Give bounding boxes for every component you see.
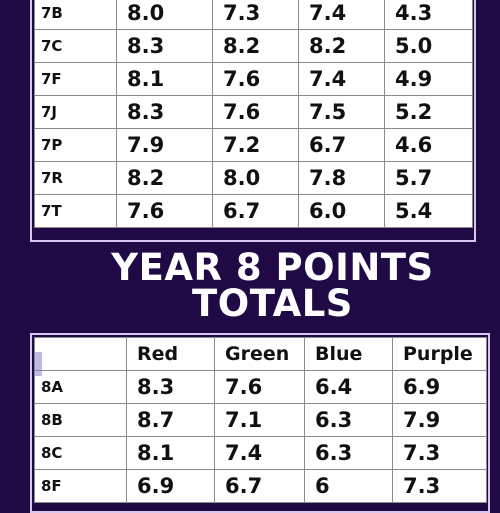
purple-score-cell: 4.9 (384, 62, 473, 96)
selection-marker (34, 352, 42, 376)
red-column-header: Red (126, 337, 215, 371)
green-score-cell: 6.7 (212, 194, 299, 228)
purple-score-cell: 5.4 (384, 194, 473, 228)
purple-score-cell: 5.2 (384, 95, 473, 129)
purple-score-cell: 7.3 (392, 469, 487, 503)
green-score-cell: 8.0 (212, 161, 299, 195)
purple-score-cell: 6.9 (392, 370, 487, 404)
green-score-cell: 7.4 (214, 436, 305, 470)
class-column-header (34, 337, 127, 371)
table-row: 7T 7.6 6.7 6.0 5.4 (34, 194, 473, 228)
green-score-cell: 7.1 (214, 403, 305, 437)
green-score-cell: 8.2 (212, 29, 299, 63)
class-cell: 7B (34, 0, 117, 30)
table-row: 7C 8.3 8.2 8.2 5.0 (34, 29, 473, 63)
red-score-cell: 7.9 (116, 128, 213, 162)
class-cell: 7J (34, 95, 117, 129)
class-cell: 8A (34, 370, 127, 404)
class-cell: 8B (34, 403, 127, 437)
red-score-cell: 8.1 (116, 62, 213, 96)
class-cell: 7C (34, 29, 117, 63)
table-row: 8C 8.1 7.4 6.3 7.3 (34, 436, 487, 470)
red-score-cell: 8.3 (116, 95, 213, 129)
class-cell: 7R (34, 161, 117, 195)
green-score-cell: 7.2 (212, 128, 299, 162)
table-row: 7J 8.3 7.6 7.5 5.2 (34, 95, 473, 129)
blue-score-cell: 6.0 (298, 194, 385, 228)
green-score-cell: 7.6 (212, 62, 299, 96)
red-score-cell: 6.9 (126, 469, 215, 503)
heading-line-2: TOTALS (192, 282, 353, 325)
red-score-cell: 7.6 (116, 194, 213, 228)
blue-score-cell: 6.3 (304, 436, 393, 470)
red-score-cell: 8.0 (116, 0, 213, 30)
red-score-cell: 8.2 (116, 161, 213, 195)
blue-score-cell: 7.8 (298, 161, 385, 195)
blue-score-cell: 7.5 (298, 95, 385, 129)
class-cell: 7T (34, 194, 117, 228)
green-score-cell: 7.6 (212, 95, 299, 129)
table-row: 7F 8.1 7.6 7.4 4.9 (34, 62, 473, 96)
year8-points-table: Red Green Blue Purple 8A 8.3 7.6 6.4 6.9… (34, 337, 487, 503)
purple-score-cell: 4.6 (384, 128, 473, 162)
blue-score-cell: 6.4 (304, 370, 393, 404)
blue-score-cell: 7.4 (298, 0, 385, 30)
table-row: 8B 8.7 7.1 6.3 7.9 (34, 403, 487, 437)
heading-line-1: YEAR 8 POINTS (111, 246, 434, 289)
blue-score-cell: 7.4 (298, 62, 385, 96)
class-cell: 7F (34, 62, 117, 96)
red-score-cell: 8.3 (116, 29, 213, 63)
table-row: 8A 8.3 7.6 6.4 6.9 (34, 370, 487, 404)
blue-score-cell: 6.3 (304, 403, 393, 437)
blue-column-header: Blue (304, 337, 393, 371)
purple-score-cell: 7.3 (392, 436, 487, 470)
table-row: 7B 8.0 7.3 7.4 4.3 (34, 0, 473, 30)
table-row: 7R 8.2 8.0 7.8 5.7 (34, 161, 473, 195)
purple-column-header: Purple (392, 337, 487, 371)
class-cell: 8F (34, 469, 127, 503)
blue-score-cell: 6 (304, 469, 393, 503)
red-score-cell: 8.3 (126, 370, 215, 404)
class-cell: 8C (34, 436, 127, 470)
red-score-cell: 8.7 (126, 403, 215, 437)
green-column-header: Green (214, 337, 305, 371)
purple-score-cell: 5.0 (384, 29, 473, 63)
blue-score-cell: 8.2 (298, 29, 385, 63)
table-row: 7P 7.9 7.2 6.7 4.6 (34, 128, 473, 162)
purple-score-cell: 7.9 (392, 403, 487, 437)
green-score-cell: 7.6 (214, 370, 305, 404)
green-score-cell: 7.3 (212, 0, 299, 30)
purple-score-cell: 4.3 (384, 0, 473, 30)
table-row: 8F 6.9 6.7 6 7.3 (34, 469, 487, 503)
blue-score-cell: 6.7 (298, 128, 385, 162)
purple-score-cell: 5.7 (384, 161, 473, 195)
red-score-cell: 8.1 (126, 436, 215, 470)
section-heading: YEAR 8 POINTS TOTALS (0, 246, 500, 325)
year7-points-table: 7B 8.0 7.3 7.4 4.3 7C 8.3 8.2 8.2 5.0 7F… (34, 0, 473, 228)
class-cell: 7P (34, 128, 117, 162)
table-header-row: Red Green Blue Purple (34, 337, 487, 371)
green-score-cell: 6.7 (214, 469, 305, 503)
